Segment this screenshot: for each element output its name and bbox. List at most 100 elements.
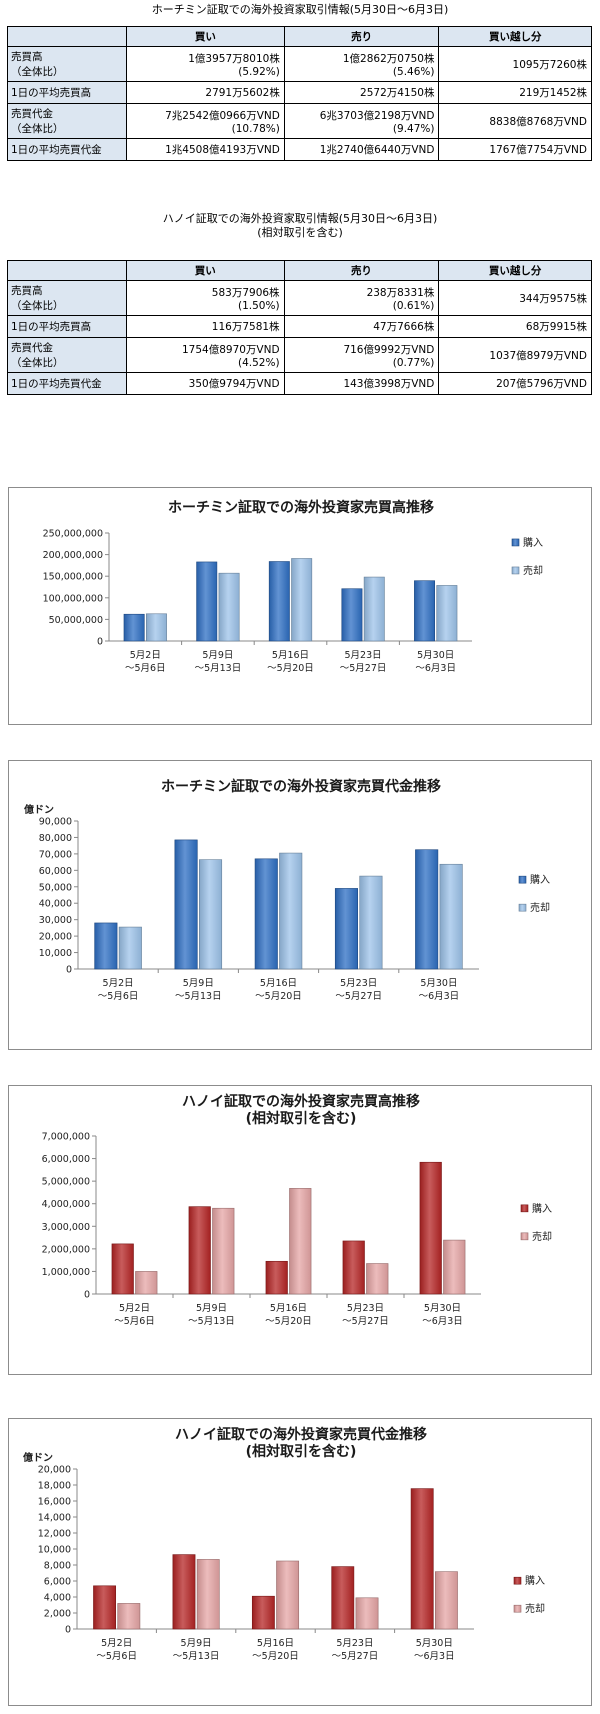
bar-sell (359, 875, 383, 970)
y-tick-label: 6,000 (44, 1577, 71, 1588)
table-row: 1日の平均売買代金 1兆4508億4193万VND 1兆2740億6440万VND 1… (7, 138, 592, 161)
table1-title: ホーチミン証取での海外投資家取引情報(5月30日～6月3日) (151, 3, 449, 16)
legend-label: 購入 (525, 1574, 545, 1587)
y-tick-label: 0 (97, 637, 103, 648)
table-cell: 116万7581株 (126, 315, 285, 338)
x-tick-label: 5月16日～5月20日 (255, 978, 302, 1002)
y-tick-label: 16,000 (38, 1497, 71, 1508)
y-tick-label: 20,000 (38, 1465, 71, 1476)
y-tick-label: 6,000,000 (42, 1154, 90, 1165)
table-cell: 68万9915株 (438, 315, 592, 338)
hanoi-value-chart: ハノイ証取での海外投資家売買代金推移(相対取引を含む) 億ドン 0 2,000 4,00… (8, 1418, 592, 1706)
x-tick-label: 5月23日～5月27日 (342, 1303, 389, 1327)
legend-swatch (513, 1576, 522, 1585)
legend-swatch (511, 538, 520, 547)
table-cell: 1兆2740億6440万VND (283, 138, 440, 161)
y-tick-label: 20,000 (39, 932, 72, 943)
y-tick-label: 150,000,000 (43, 572, 103, 583)
bar-sell (196, 1559, 220, 1630)
hanoi-trading-table: 買い 売り 買い越し分 売買高 （全体比） 583万7906株 (1.50%) 238万83… (6, 260, 592, 395)
y-axis-label: 億ドン (23, 1451, 53, 1464)
x-tick-label: 5月30日～6月3日 (415, 650, 456, 674)
y-axis-label: 億ドン (24, 803, 54, 816)
bar-buy (331, 1566, 355, 1630)
row-label: 売買高 （全体比） (7, 46, 127, 82)
bar-buy (414, 580, 436, 642)
bar-buy (251, 1595, 275, 1630)
hcm-volume-chart-svg: ホーチミン証取での海外投資家売買高推移 0 50,000,000 100,000,00… (43, 499, 543, 674)
table-cell: 47万7666株 (283, 315, 440, 338)
y-tick-label: 8,000 (44, 1561, 71, 1572)
y-tick-label: 12,000 (38, 1529, 71, 1540)
table-cell: 1億3957万8010株 (5.92%) (125, 46, 285, 82)
legend-swatch (518, 903, 527, 912)
bar-buy (410, 1488, 434, 1630)
bar-buy (268, 561, 290, 642)
hcm-volume-chart: ホーチミン証取での海外投資家売買高推移 0 50,000,000 100,000,00… (8, 487, 592, 725)
y-tick-label: 5,000,000 (42, 1177, 90, 1188)
y-tick-label: 80,000 (39, 833, 72, 844)
y-tick-label: 2,000,000 (42, 1244, 90, 1255)
y-tick-label: 0 (84, 1290, 90, 1301)
x-tick-label: 5月9日～5月13日 (188, 1303, 235, 1327)
y-tick-label: 90,000 (39, 817, 72, 828)
bar-buy (174, 839, 198, 970)
bar-sell (443, 1239, 466, 1295)
table-cell: 238万8331株 (0.61%) (283, 280, 440, 316)
x-tick-label: 5月30日～6月3日 (422, 1303, 463, 1327)
x-tick-label: 5月23日～5月27日 (340, 650, 387, 674)
table-row: 売買代金 （全体比） 1754億8970万VND (4.52%) 716億9992万VN… (6, 337, 592, 373)
hanoi-volume-chart-svg: ハノイ証取での海外投資家売買高推移(相対取引を含む) 0 1,000,000 2,00… (42, 1093, 552, 1327)
y-tick-label: 7,000,000 (42, 1132, 90, 1143)
column-header: 買い (125, 26, 285, 47)
y-tick-label: 4,000,000 (42, 1199, 90, 1210)
table-row: 売買代金 （全体比） 7兆2542億0966万VND (10.78%) 6兆3703億2… (7, 103, 592, 139)
table-cell: 143億3998万VND (283, 372, 440, 395)
y-tick-label: 10,000 (39, 948, 72, 959)
y-tick-label: 50,000 (39, 882, 72, 893)
x-tick-label: 5月16日～5月20日 (265, 1303, 312, 1327)
bar-sell (363, 576, 385, 642)
bar-sell (439, 863, 463, 970)
table-row: 売買高 （全体比） 583万7906株 (1.50%) 238万8331株 (0.61%)… (6, 280, 592, 316)
y-tick-label: 3,000,000 (42, 1222, 90, 1233)
header-blank-cell (7, 26, 127, 47)
row-label: 売買代金 （全体比） (6, 337, 128, 373)
legend-label: 売却 (523, 564, 543, 577)
legend-swatch (520, 1204, 529, 1213)
bar-buy (334, 888, 358, 970)
y-tick-label: 2,000 (44, 1609, 71, 1620)
bar-sell (117, 1603, 141, 1630)
table-row: 1日の平均売買高 116万7581株 47万7666株 68万9915株 (6, 315, 592, 338)
chart-title: ハノイ証取での海外投資家売買高推移(相対取引を含む) (182, 1093, 420, 1127)
table-cell: 1037億8979万VND (438, 337, 592, 373)
table-cell: 8838億8768万VND (438, 103, 592, 139)
table-cell: 219万1452株 (438, 81, 592, 104)
chart-title: ホーチミン証取での海外投資家売買代金推移 (161, 778, 441, 795)
bar-sell (436, 585, 458, 642)
x-tick-label: 5月9日～5月13日 (195, 650, 242, 674)
legend-swatch (518, 875, 527, 884)
bar-sell (218, 572, 240, 642)
x-tick-label: 5月9日～5月13日 (173, 1638, 220, 1662)
column-header: 売り (283, 260, 440, 281)
bar-sell (291, 558, 313, 642)
x-tick-label: 5月23日～5月27日 (332, 1638, 379, 1662)
table-cell: 2572万4150株 (283, 81, 440, 104)
table-cell: 1億2862万0750株 (5.46%) (283, 46, 440, 82)
x-tick-label: 5月16日～5月20日 (252, 1638, 299, 1662)
column-header: 売り (283, 26, 440, 47)
table-cell: 1754億8970万VND (4.52%) (126, 337, 285, 373)
bar-buy (419, 1161, 442, 1295)
y-tick-label: 14,000 (38, 1513, 71, 1524)
column-header: 買い越し分 (438, 26, 592, 47)
y-tick-label: 18,000 (38, 1481, 71, 1492)
row-label: 1日の平均売買代金 (6, 372, 128, 395)
bar-buy (111, 1243, 134, 1295)
x-tick-label: 5月2日～5月6日 (114, 1303, 155, 1327)
chart-title: ハノイ証取での海外投資家売買代金推移(相対取引を含む) (175, 1426, 427, 1460)
table-cell: 716億9992万VND (0.77%) (283, 337, 440, 373)
hanoi-value-chart-svg: ハノイ証取での海外投資家売買代金推移(相対取引を含む) 億ドン 0 2,000 4,00… (23, 1426, 545, 1662)
legend-label: 購入 (523, 536, 543, 549)
table-cell: 6兆3703億2198万VND (9.47%) (283, 103, 440, 139)
